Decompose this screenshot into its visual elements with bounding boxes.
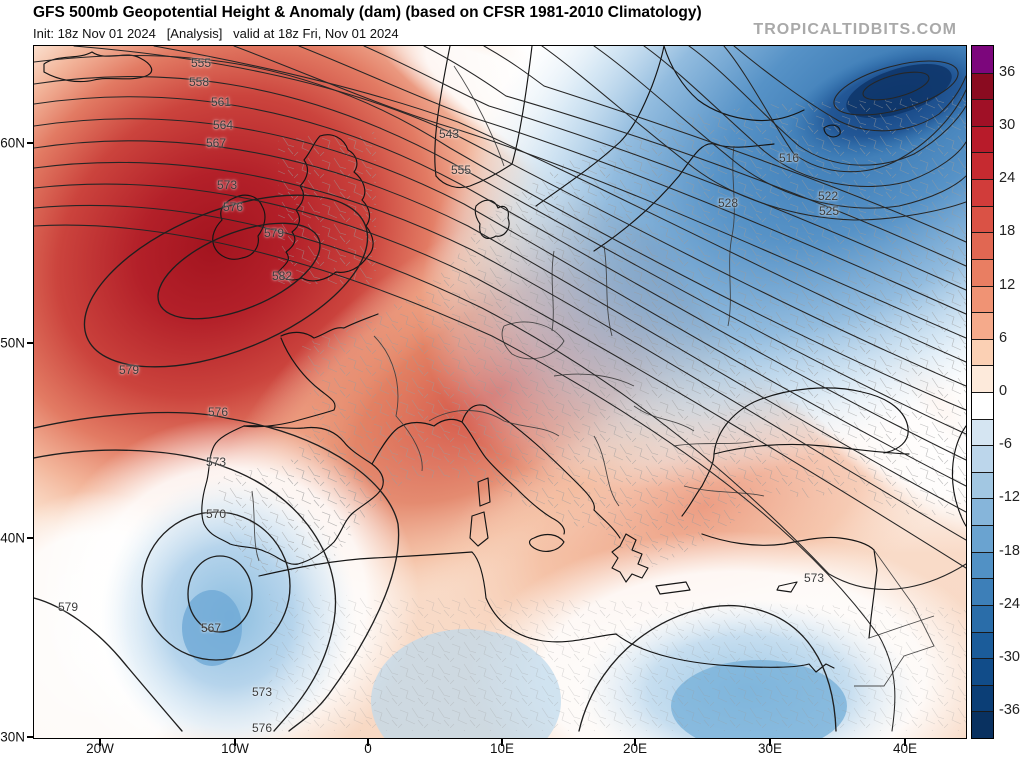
colorbar-tick-label: -30 <box>999 649 1020 666</box>
map-canvas <box>34 46 966 738</box>
page-title: GFS 500mb Geopotential Height & Anomaly … <box>33 4 702 21</box>
colorbar-segment <box>972 711 993 738</box>
colorbar-segment <box>972 631 993 659</box>
colorbar-segment <box>972 99 993 126</box>
colorbar-segment <box>972 72 993 100</box>
colorbar-segment <box>972 258 993 286</box>
colorbar-segment <box>972 578 993 605</box>
lon-tick-label: 10E <box>489 741 515 756</box>
colorbar-segment <box>972 658 993 685</box>
colorbar-tick-label: -24 <box>999 595 1020 612</box>
colorbar-tick-label: -18 <box>999 542 1020 559</box>
country-borders <box>251 65 935 687</box>
lon-tick <box>904 739 906 746</box>
lat-tick <box>27 342 34 344</box>
lat-tick-label: 50N <box>0 335 25 351</box>
colorbar-segment <box>972 312 993 339</box>
site-watermark: TROPICALTIDBITS.COM <box>753 21 957 38</box>
colorbar-segment <box>972 418 993 446</box>
colorbar-segment <box>972 498 993 526</box>
lat-tick-label: 40N <box>0 530 25 546</box>
lon-tick-label: 40E <box>892 741 918 756</box>
colorbar-segment <box>972 551 993 579</box>
height-contours-south <box>34 194 837 732</box>
colorbar-segment <box>972 471 993 499</box>
colorbar-segment <box>972 285 993 313</box>
lon-tick <box>99 739 101 746</box>
map-area: 555 558 561 564 567 573 576 579 582 543 555 516 522 5… <box>33 45 967 739</box>
lon-tick-label: 30E <box>757 741 783 756</box>
colorbar-segment <box>972 152 993 180</box>
admin-borders-texture <box>217 96 966 731</box>
lon-tick-label: 20W <box>86 741 114 756</box>
colorbar-segment <box>972 338 993 366</box>
colorbar-tick-label: -12 <box>999 489 1020 506</box>
colorbar-tick-label: 24 <box>999 170 1016 187</box>
colorbar-segment <box>972 604 993 632</box>
colorbar-tick-label: -36 <box>999 702 1020 719</box>
lat-tick <box>27 537 34 539</box>
lon-tick <box>634 739 636 746</box>
lat-tick <box>27 142 34 144</box>
colorbar-tick-label: 6 <box>999 329 1008 346</box>
colorbar-segment <box>972 525 993 552</box>
colorbar-segment <box>972 179 993 206</box>
lon-tick <box>367 739 369 746</box>
colorbar <box>971 45 994 739</box>
colorbar-tick-label: -6 <box>999 436 1012 453</box>
lon-tick-label: 20E <box>622 741 648 756</box>
lon-tick <box>769 739 771 746</box>
init-valid-line: Init: 18z Nov 01 2024 [Analysis] valid a… <box>33 26 399 41</box>
colorbar-tick-label: 0 <box>999 383 1008 399</box>
colorbar-segment <box>972 232 993 259</box>
colorbar-tick-label: 36 <box>999 63 1016 80</box>
colorbar-segment <box>972 684 993 712</box>
colorbar-segment <box>972 365 993 392</box>
colorbar-segment <box>972 392 993 419</box>
colorbar-segment <box>972 205 993 233</box>
lat-tick-label: 30N <box>0 729 25 745</box>
lat-tick-label: 60N <box>0 135 25 151</box>
colorbar-tick-label: 12 <box>999 276 1016 293</box>
colorbar-segment <box>972 125 993 153</box>
colorbar-segment <box>972 46 993 73</box>
colorbar-tick-label: 18 <box>999 223 1016 240</box>
colorbar-tick-label: 30 <box>999 116 1016 133</box>
lon-tick <box>501 739 503 746</box>
lat-tick <box>27 736 34 738</box>
lon-tick-label: 0 <box>364 741 372 756</box>
coastlines <box>43 46 966 673</box>
lon-tick <box>234 739 236 746</box>
colorbar-segment <box>972 445 993 472</box>
lon-tick-label: 10W <box>221 741 249 756</box>
height-contours <box>34 46 966 732</box>
